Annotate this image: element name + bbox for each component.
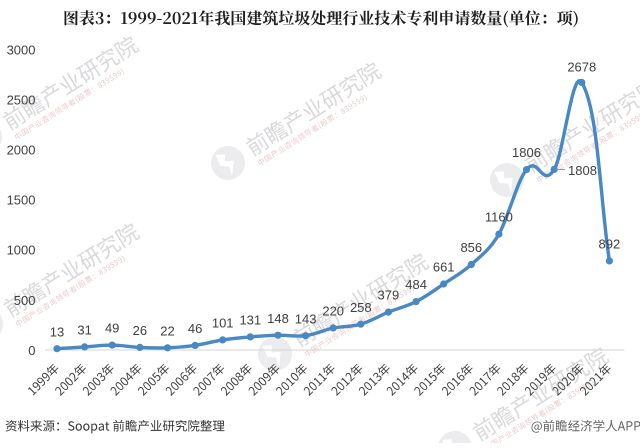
svg-text:31: 31: [77, 323, 91, 338]
svg-text:3000: 3000: [7, 43, 36, 58]
svg-text:148: 148: [267, 311, 289, 326]
svg-text:26: 26: [133, 323, 147, 338]
svg-text:1160: 1160: [485, 210, 513, 225]
svg-text:22: 22: [160, 323, 174, 338]
svg-text:1000: 1000: [7, 243, 36, 258]
svg-text:661: 661: [433, 260, 455, 275]
svg-text:2000: 2000: [7, 143, 36, 158]
svg-text:892: 892: [599, 237, 621, 252]
svg-text:856: 856: [460, 240, 482, 255]
svg-text:1806: 1806: [512, 145, 541, 160]
svg-text:1500: 1500: [7, 193, 36, 208]
svg-text:46: 46: [188, 321, 202, 336]
svg-text:2678: 2678: [567, 60, 596, 75]
svg-text:13: 13: [50, 324, 64, 339]
svg-text:484: 484: [405, 277, 427, 292]
svg-text:220: 220: [322, 304, 344, 319]
svg-text:0: 0: [28, 343, 35, 358]
svg-text:379: 379: [378, 288, 400, 303]
svg-text:101: 101: [212, 316, 234, 331]
svg-text:500: 500: [14, 293, 36, 308]
svg-text:1808: 1808: [568, 163, 597, 178]
svg-text:143: 143: [295, 311, 317, 326]
svg-text:131: 131: [239, 313, 261, 328]
svg-text:2500: 2500: [7, 93, 36, 108]
svg-text:258: 258: [350, 300, 372, 315]
svg-text:49: 49: [105, 321, 119, 336]
